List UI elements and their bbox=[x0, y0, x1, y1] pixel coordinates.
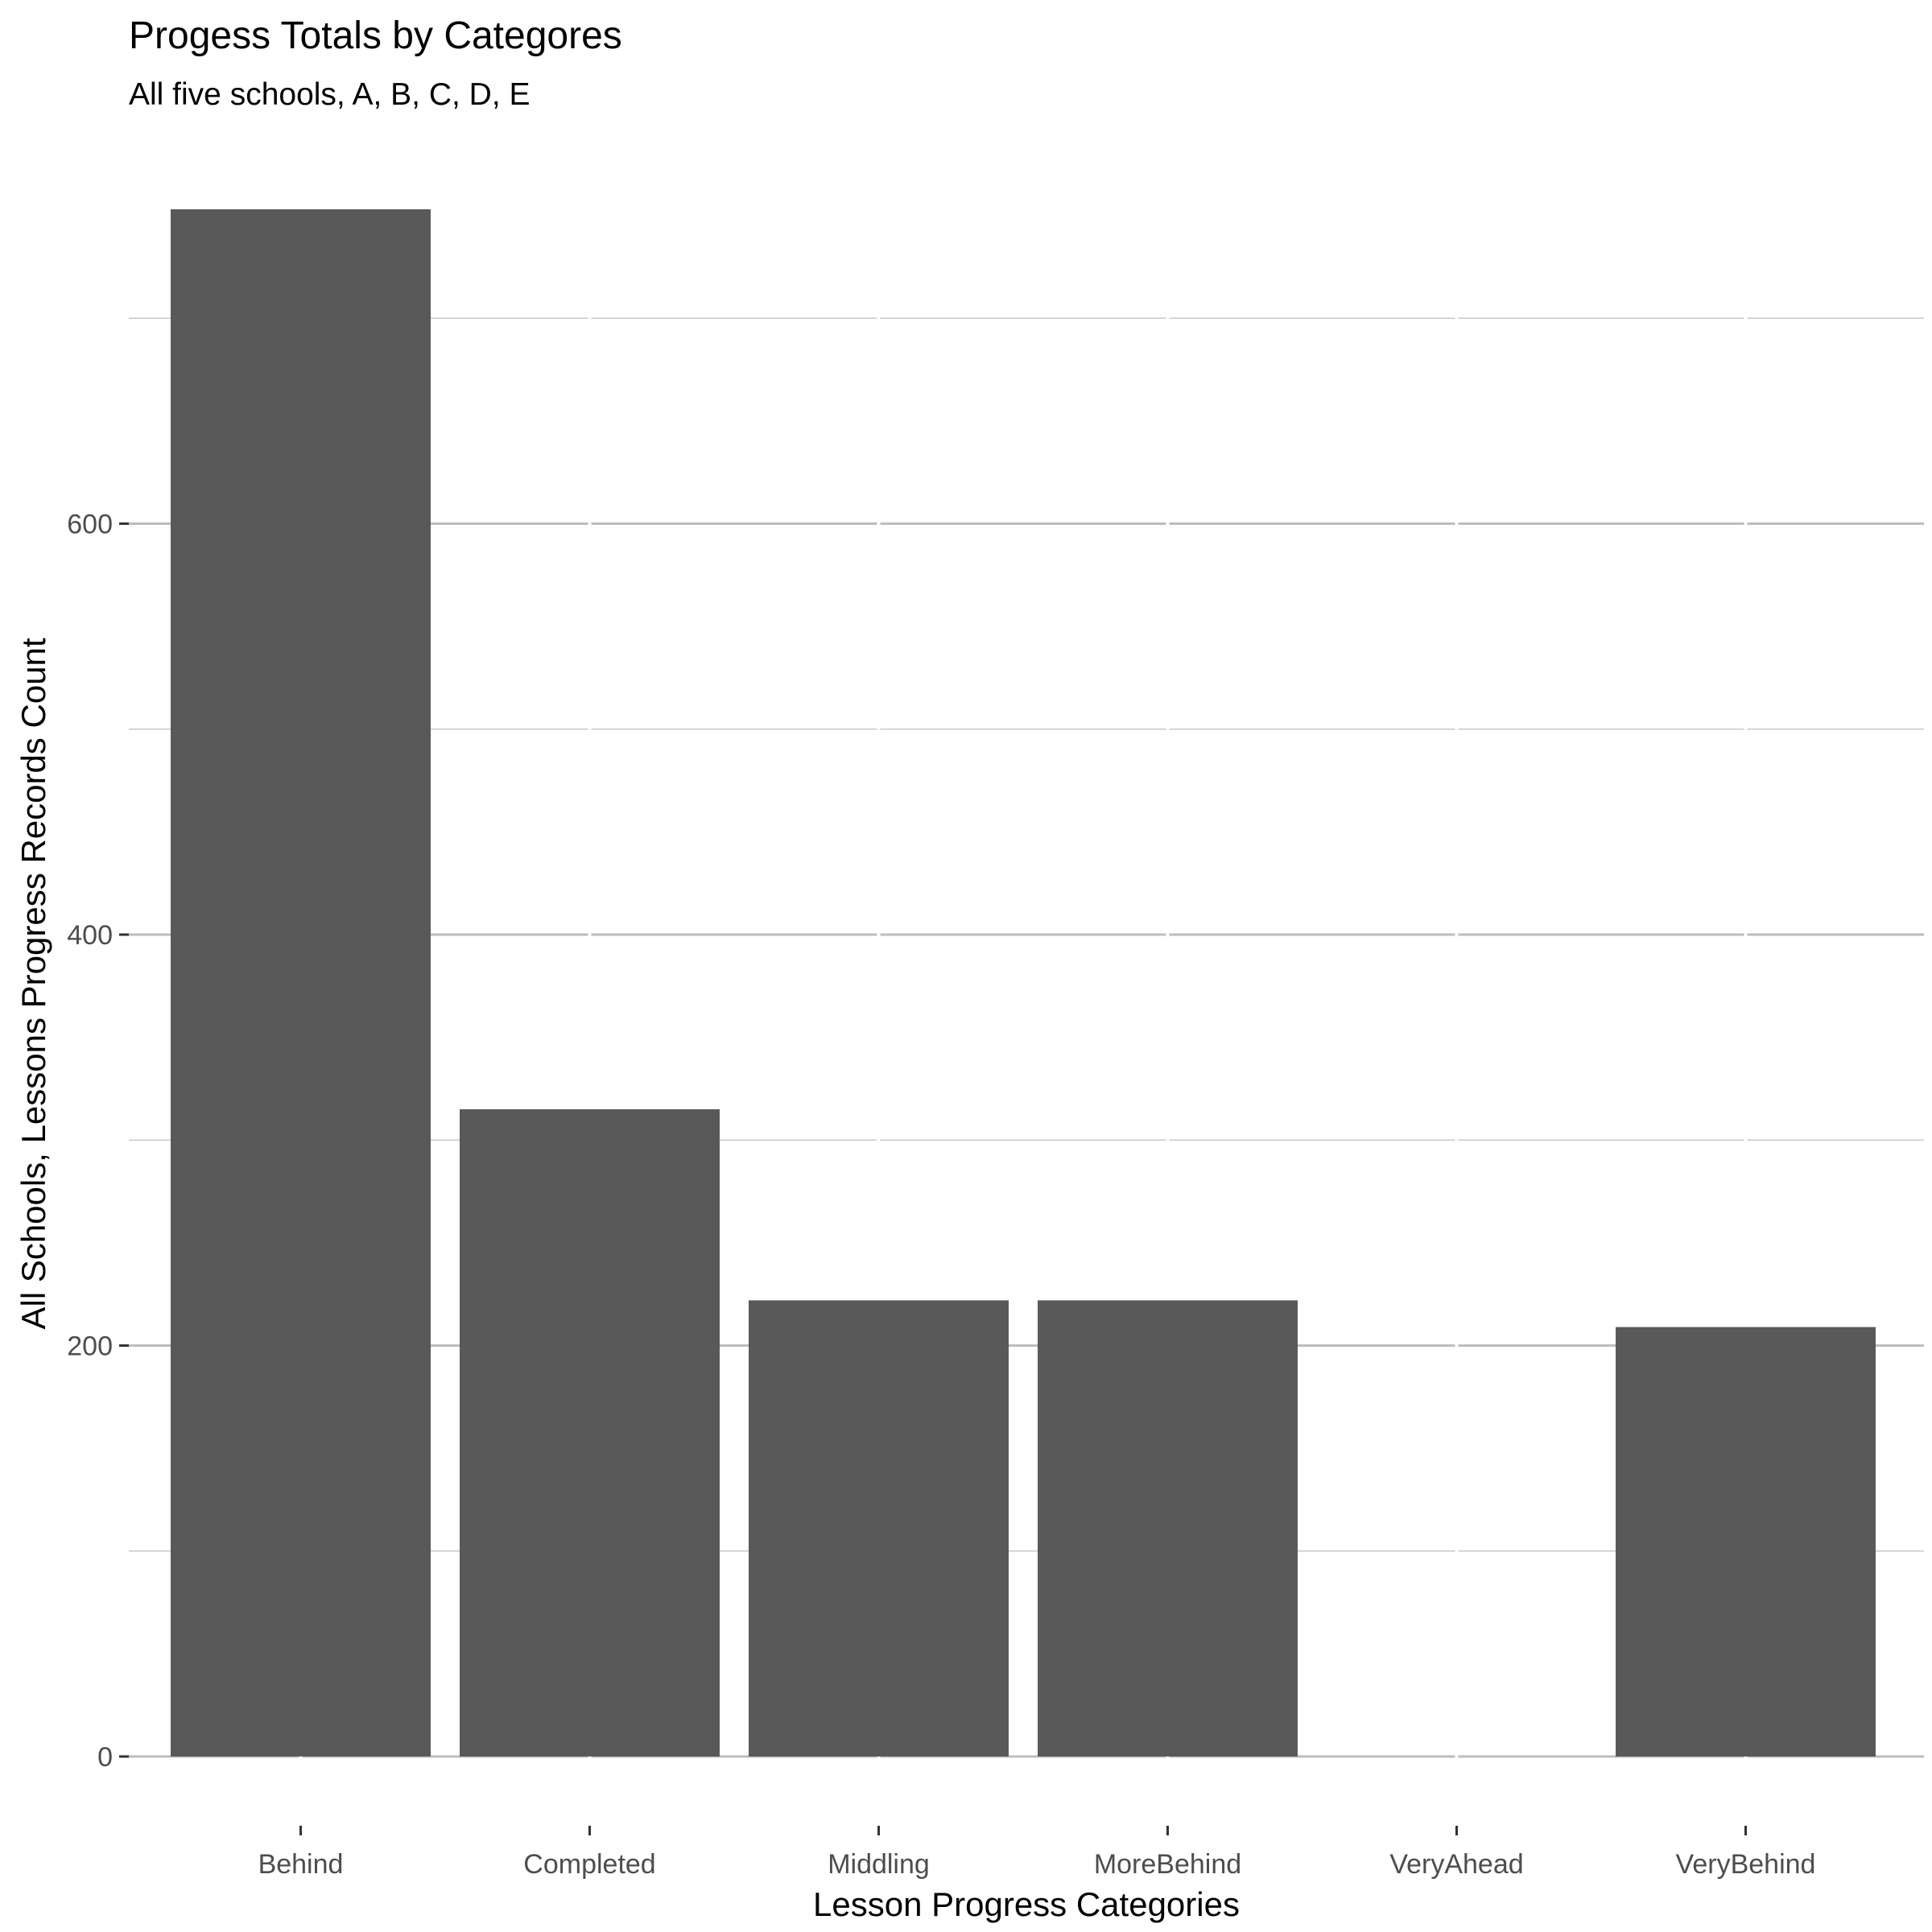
bar-completed bbox=[460, 1108, 720, 1757]
x-tick-label-behind: Behind bbox=[258, 1849, 344, 1880]
bar-middling bbox=[749, 1300, 1009, 1757]
x-tick-label-veryahead: VeryAhead bbox=[1389, 1849, 1523, 1880]
y-axis: 0 200 400 600 bbox=[67, 510, 129, 1773]
x-tick-label-completed: Completed bbox=[523, 1849, 655, 1880]
y-tick-label: 200 bbox=[67, 1331, 113, 1362]
y-tick-label: 0 bbox=[97, 1742, 113, 1773]
x-tick-label-verybehind: VeryBehind bbox=[1676, 1849, 1816, 1880]
y-tick-label: 400 bbox=[67, 920, 113, 951]
y-axis-title: All Schools, Lessons Progress Records Co… bbox=[14, 638, 52, 1329]
bar-behind bbox=[171, 209, 431, 1757]
bars bbox=[171, 209, 1876, 1757]
x-tick-label-morebehind: MoreBehind bbox=[1094, 1849, 1241, 1880]
bar-verybehind bbox=[1616, 1327, 1876, 1757]
x-axis: Behind Completed Middling MoreBehind VeryAhe… bbox=[258, 1826, 1816, 1880]
x-tick-label-middling: Middling bbox=[828, 1849, 930, 1880]
y-tick-label: 600 bbox=[67, 510, 113, 540]
x-axis-title: Lesson Progress Categories bbox=[813, 1885, 1240, 1923]
chart-subtitle: All five schools, A, B, C, D, E bbox=[129, 77, 530, 112]
chart-title: Progess Totals by Categores bbox=[129, 14, 622, 57]
bar-morebehind bbox=[1038, 1300, 1298, 1757]
